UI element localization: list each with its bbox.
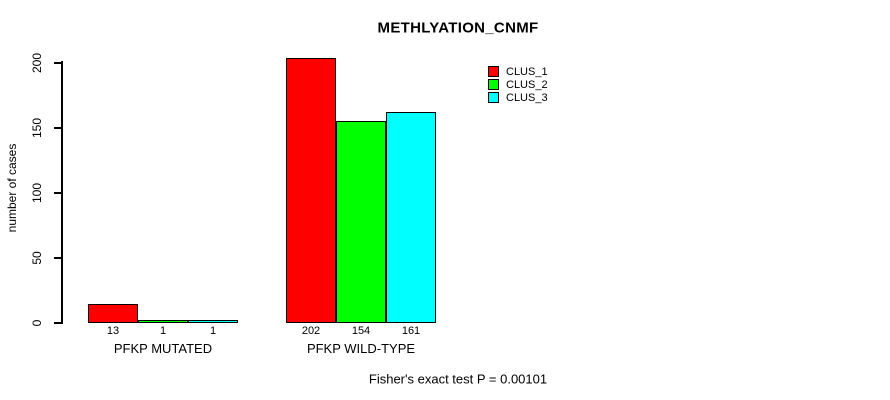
legend-item: CLUS_3 [488,91,548,104]
y-tick-label: 0 [30,319,44,327]
bar-value-label: 161 [401,325,421,337]
bar-clus_3 [188,319,238,323]
y-tick-mark [54,322,61,324]
legend-label: CLUS_3 [506,91,548,104]
bar-clus_1 [88,304,138,323]
y-tick-mark [54,257,61,259]
y-tick-label: 200 [30,52,44,74]
bar-value-label: 1 [159,325,167,337]
legend-label: CLUS_2 [506,78,548,91]
bar-clus_3 [386,111,436,323]
y-axis-line [61,61,63,324]
annotation-pvalue: Fisher's exact test P = 0.00101 [368,371,548,387]
y-tick-mark [54,192,61,194]
bar-value-label: 202 [301,325,321,337]
y-axis-title: number of cases [5,143,19,233]
y-tick-label: 50 [30,251,44,265]
x-category-label: PFKP WILD-TYPE [306,341,416,356]
legend-swatch-clus_2 [488,79,499,90]
legend-item: CLUS_1 [488,65,548,78]
y-tick-label: 100 [30,182,44,204]
bar-value-label: 1 [209,325,217,337]
legend-swatch-clus_1 [488,66,499,77]
y-tick-label: 150 [30,117,44,139]
bar-clus_2 [138,319,188,323]
bar-value-label: 154 [351,325,371,337]
legend: CLUS_1 CLUS_2 CLUS_3 [488,65,548,104]
legend-item: CLUS_2 [488,78,548,91]
bar-clus_2 [336,120,386,323]
y-tick-mark [54,62,61,64]
legend-swatch-clus_3 [488,92,499,103]
legend-label: CLUS_1 [506,65,548,78]
x-category-label: PFKP MUTATED [113,341,213,356]
bar-value-label: 13 [106,325,120,337]
chart-title: METHLYATION_CNMF [377,19,539,37]
bar-clus_1 [286,58,336,323]
y-tick-mark [54,127,61,129]
